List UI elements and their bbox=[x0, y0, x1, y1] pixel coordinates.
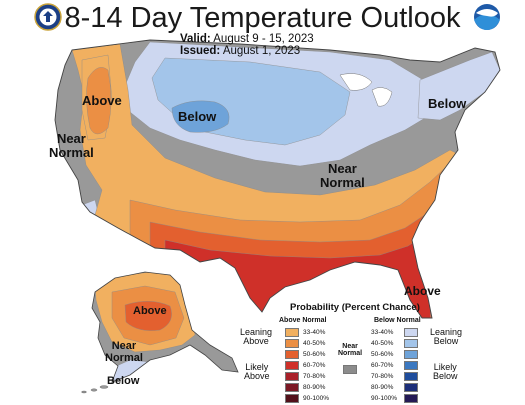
noaa-logo bbox=[474, 4, 500, 30]
department-of-commerce-seal bbox=[34, 3, 62, 31]
issued-value: August 1, 2023 bbox=[222, 45, 301, 57]
legend-above-range-label: 50-60% bbox=[303, 351, 326, 358]
label-above-florida: Above bbox=[404, 284, 441, 298]
label-above-west: Above bbox=[82, 93, 122, 108]
legend-near-header-line1: Near bbox=[342, 343, 358, 350]
legend-title: Probability (Percent Chance) bbox=[290, 302, 420, 313]
label-below-alaska: Below bbox=[107, 375, 140, 387]
legend-above-header: Above Normal bbox=[279, 317, 327, 324]
issued-row: Issued: August 1, 2023 bbox=[180, 45, 300, 57]
legend-near-normal-header: Near Normal bbox=[338, 343, 362, 357]
label-near-normal-alaska-line1: Near bbox=[111, 340, 137, 352]
legend-below-swatch bbox=[404, 361, 418, 370]
label-below-north: Below bbox=[178, 109, 217, 124]
legend-leaning-above-line1: Leaning bbox=[240, 327, 273, 337]
legend-above-swatch bbox=[285, 361, 299, 370]
label-near-normal-west: Near Normal bbox=[49, 132, 94, 159]
alaska-outline bbox=[91, 271, 239, 383]
great-lakes bbox=[339, 73, 373, 91]
legend-likely-above: Likely Above bbox=[244, 362, 270, 382]
legend-below-swatch bbox=[404, 350, 418, 359]
legend-leaning-below-line2: Below bbox=[433, 336, 459, 347]
legend-likely-above-line1: Likely bbox=[245, 362, 269, 372]
legend-above-range-label: 40-50% bbox=[303, 340, 326, 347]
legend-above-swatch bbox=[285, 383, 299, 392]
legend-above-range-label: 33-40% bbox=[303, 329, 326, 336]
legend-below-swatch bbox=[404, 339, 418, 348]
legend-above-swatch bbox=[285, 328, 299, 337]
valid-label: Valid: bbox=[180, 33, 211, 45]
legend-below-range-label: 80-90% bbox=[371, 384, 394, 391]
legend-leaning-below-line1: Leaning bbox=[430, 327, 463, 337]
legend-likely-below-line2: Below bbox=[433, 371, 458, 382]
label-near-normal-west-line1: Near bbox=[56, 131, 86, 146]
legend-below-swatch bbox=[404, 394, 418, 403]
legend-leaning-above: Leaning Above bbox=[240, 327, 273, 347]
legend-below-range-label: 40-50% bbox=[371, 340, 394, 347]
conus-outline bbox=[54, 39, 501, 319]
legend-below-swatch bbox=[404, 328, 418, 337]
legend-above-range-label: 90-100% bbox=[303, 395, 330, 402]
legend-above-swatch bbox=[285, 339, 299, 348]
legend-leaning-below: Leaning Below bbox=[430, 327, 463, 347]
legend-leaning-above-line2: Above bbox=[243, 336, 269, 347]
valid-row: Valid: August 9 - 15, 2023 bbox=[180, 33, 314, 45]
legend-above-swatch bbox=[285, 372, 299, 381]
legend-below-range-label: 50-60% bbox=[371, 351, 394, 358]
issued-label: Issued: bbox=[180, 45, 221, 57]
label-near-normal-west-line2: Normal bbox=[49, 144, 94, 160]
legend-below-swatch bbox=[404, 383, 418, 392]
legend-below-range-label: 60-70% bbox=[371, 362, 394, 369]
aleutian-islands bbox=[81, 385, 109, 394]
legend-likely-below: Likely Below bbox=[433, 362, 458, 382]
legend-above-range-label: 70-80% bbox=[303, 373, 326, 380]
legend-above-range-label: 60-70% bbox=[303, 362, 326, 369]
lake-michigan bbox=[371, 87, 393, 107]
legend-above-swatch bbox=[285, 350, 299, 359]
label-near-normal-alaska: Near Normal bbox=[105, 340, 143, 364]
legend-near-normal-swatch bbox=[343, 365, 357, 374]
legend-below-range-label: 70-80% bbox=[371, 373, 394, 380]
legend-below-range-label: 90-100% bbox=[371, 395, 398, 402]
legend-above-range-label: 80-90% bbox=[303, 384, 326, 391]
below-50-region bbox=[171, 100, 230, 133]
legend-above-swatch bbox=[285, 394, 299, 403]
legend-below-range-label: 33-40% bbox=[371, 329, 394, 336]
above-west-40-region bbox=[86, 67, 112, 135]
valid-value: August 9 - 15, 2023 bbox=[213, 33, 314, 45]
label-near-normal-center-line1: Near bbox=[327, 161, 357, 176]
label-near-normal-center: Near Normal bbox=[320, 162, 365, 189]
legend-likely-below-line1: Likely bbox=[433, 362, 457, 372]
legend-likely-above-line2: Above bbox=[244, 371, 270, 382]
label-above-alaska: Above bbox=[133, 305, 167, 317]
label-near-normal-alaska-line2: Normal bbox=[105, 351, 143, 364]
legend-near-header-line2: Normal bbox=[338, 350, 363, 357]
page-title: 8-14 Day Temperature Outlook bbox=[64, 2, 461, 34]
alaska-above-50 bbox=[124, 301, 172, 331]
label-below-northeast: Below bbox=[428, 96, 467, 111]
legend-below-header: Below Normal bbox=[374, 317, 421, 324]
label-near-normal-center-line2: Normal bbox=[320, 174, 365, 190]
alaska-map bbox=[92, 272, 238, 382]
legend-below-swatch bbox=[404, 372, 418, 381]
